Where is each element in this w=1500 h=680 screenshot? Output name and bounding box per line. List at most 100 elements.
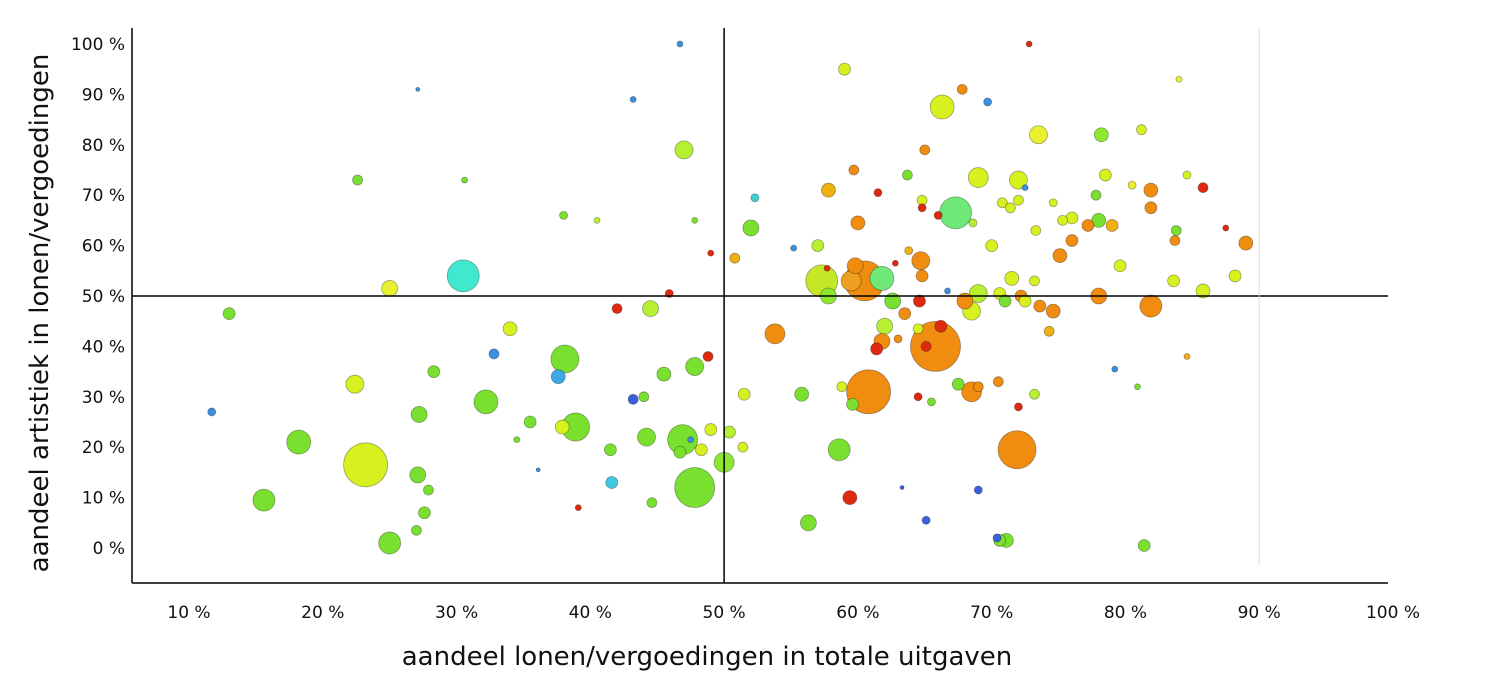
data-point-82 <box>968 284 988 303</box>
data-point-169 <box>574 504 582 512</box>
data-point-87 <box>884 292 902 310</box>
data-point-125 <box>992 376 1004 388</box>
data-point-51 <box>1170 225 1182 236</box>
data-point-135 <box>638 391 650 403</box>
data-point-52 <box>1222 224 1230 232</box>
y-tick-label: 30 % <box>82 388 125 408</box>
data-point-134 <box>627 393 639 405</box>
data-point-13 <box>919 144 931 156</box>
data-point-102 <box>912 323 924 335</box>
data-point-129 <box>1029 388 1040 400</box>
data-point-31 <box>996 197 1008 209</box>
data-point-177 <box>1137 539 1151 552</box>
data-point-128 <box>836 381 848 393</box>
data-point-100 <box>502 321 518 337</box>
data-point-15 <box>352 174 363 186</box>
data-point-163 <box>899 485 905 490</box>
x-tick-label: 30 % <box>435 603 478 623</box>
data-point-8 <box>983 97 993 107</box>
data-point-10 <box>1029 125 1048 145</box>
data-point-131 <box>207 407 217 417</box>
data-point-3 <box>629 96 637 103</box>
data-point-107 <box>893 334 903 344</box>
data-point-119 <box>1183 353 1191 360</box>
data-point-53 <box>1065 234 1079 247</box>
y-tick-label: 70 % <box>82 186 125 206</box>
data-point-145 <box>513 436 521 444</box>
data-point-111 <box>488 348 500 360</box>
data-point-110 <box>870 342 884 356</box>
data-point-55 <box>1238 235 1254 251</box>
data-point-151 <box>604 443 617 457</box>
x-tick-label: 20 % <box>301 603 344 623</box>
data-point-69 <box>446 259 480 293</box>
data-point-132 <box>473 389 499 415</box>
data-point-115 <box>427 365 441 379</box>
data-point-122 <box>951 377 965 391</box>
data-point-96 <box>642 300 659 318</box>
data-point-124 <box>972 381 984 393</box>
y-tick-label: 100 % <box>71 35 125 55</box>
data-point-64 <box>911 251 931 271</box>
data-point-60 <box>729 252 741 264</box>
data-point-66 <box>823 264 831 272</box>
data-point-46 <box>1057 214 1068 226</box>
data-point-95 <box>611 303 623 315</box>
data-point-16 <box>461 176 468 184</box>
data-point-93 <box>1139 294 1163 318</box>
data-point-41 <box>933 210 943 220</box>
x-tick-label: 40 % <box>569 603 612 623</box>
data-point-14 <box>848 164 860 176</box>
data-point-34 <box>1048 198 1058 208</box>
data-point-0 <box>676 40 684 48</box>
data-point-6 <box>956 83 968 95</box>
y-tick-labels: 0 % 10 % 20 % 30 % 40 % 50 % 60 % 70 % 80 % 90 % 1… <box>71 35 125 559</box>
data-point-39 <box>691 216 699 224</box>
data-point-171 <box>799 514 817 532</box>
data-point-67 <box>846 257 864 275</box>
data-point-75 <box>1029 275 1040 287</box>
data-point-29 <box>750 193 760 203</box>
data-point-162 <box>423 484 434 496</box>
data-point-23 <box>873 188 883 198</box>
data-point-61 <box>904 246 914 256</box>
data-point-166 <box>646 497 658 509</box>
data-point-90 <box>998 294 1012 308</box>
data-point-19 <box>901 169 913 181</box>
data-point-89 <box>956 292 974 310</box>
data-point-168 <box>418 506 431 520</box>
data-point-165 <box>252 488 276 512</box>
data-point-148 <box>687 436 695 444</box>
x-tick-labels: 10 % 20 % 30 % 40 % 50 % 60 % 70 % 80 % 90 % 100 … <box>167 603 1420 623</box>
data-point-88 <box>913 294 926 308</box>
data-point-153 <box>737 441 749 453</box>
x-tick-label: 100 % <box>1366 603 1420 623</box>
y-tick-label: 60 % <box>82 237 125 257</box>
data-point-150 <box>343 442 388 488</box>
data-point-11 <box>1093 127 1109 143</box>
data-point-167 <box>842 490 858 506</box>
data-point-62 <box>1052 248 1068 264</box>
y-tick-label: 90 % <box>82 85 125 105</box>
data-point-160 <box>605 476 619 489</box>
data-point-43 <box>1091 212 1107 228</box>
data-point-33 <box>1013 194 1024 206</box>
data-point-139 <box>1014 402 1023 412</box>
data-point-76 <box>1167 274 1181 288</box>
data-point-94 <box>222 307 236 321</box>
data-point-49 <box>968 218 978 228</box>
data-point-18 <box>1009 170 1028 190</box>
x-tick-label: 50 % <box>703 603 746 623</box>
data-point-50 <box>1030 225 1042 236</box>
data-point-149 <box>286 429 312 455</box>
data-point-27 <box>1090 189 1102 201</box>
data-point-65 <box>1113 259 1127 273</box>
y-tick-label: 10 % <box>82 489 125 509</box>
data-point-158 <box>409 466 427 484</box>
data-point-126 <box>737 387 751 401</box>
data-point-164 <box>973 485 983 495</box>
data-point-58 <box>985 239 999 253</box>
data-point-118 <box>1111 365 1119 373</box>
data-point-17 <box>967 167 989 188</box>
